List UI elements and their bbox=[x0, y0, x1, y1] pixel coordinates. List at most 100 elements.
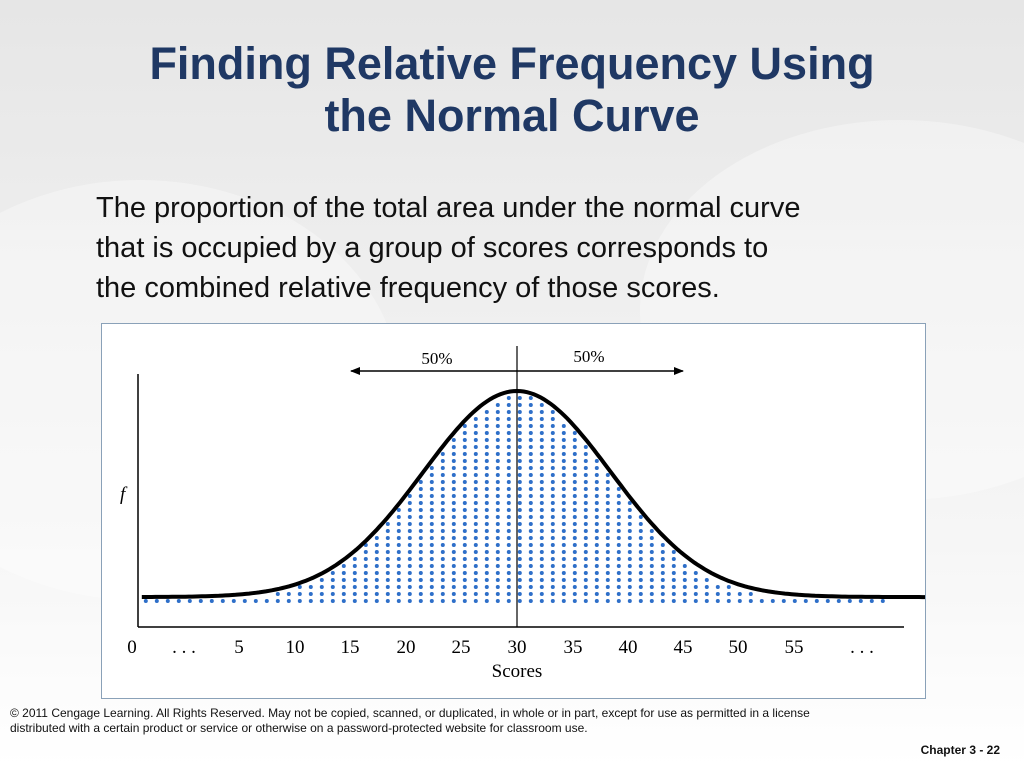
area-dot bbox=[484, 550, 489, 554]
area-dot bbox=[550, 466, 555, 470]
area-dot bbox=[539, 508, 544, 512]
area-dot bbox=[440, 487, 445, 491]
area-dot bbox=[429, 494, 434, 498]
area-dot bbox=[429, 592, 434, 596]
area-dot bbox=[506, 494, 511, 498]
area-dot bbox=[649, 564, 654, 568]
area-dot bbox=[583, 459, 588, 463]
area-dot bbox=[517, 452, 522, 456]
area-dot bbox=[484, 529, 489, 533]
area-dot bbox=[440, 515, 445, 519]
area-dot bbox=[451, 564, 456, 568]
area-dot bbox=[682, 571, 687, 575]
area-dot bbox=[605, 592, 610, 596]
area-dot bbox=[517, 480, 522, 484]
area-dot bbox=[715, 585, 720, 589]
area-dot bbox=[440, 459, 445, 463]
area-dot bbox=[462, 473, 467, 477]
chapter-page-label: Chapter 3 - 22 bbox=[920, 743, 1000, 757]
area-dot bbox=[374, 536, 379, 540]
area-dot bbox=[429, 536, 434, 540]
area-dot bbox=[572, 438, 577, 442]
area-dot bbox=[506, 522, 511, 526]
area-dot bbox=[495, 466, 500, 470]
area-dot bbox=[352, 599, 357, 603]
area-dot bbox=[484, 466, 489, 470]
area-dot bbox=[396, 599, 401, 603]
area-dot bbox=[440, 508, 445, 512]
area-dot bbox=[451, 501, 456, 505]
area-dot bbox=[550, 564, 555, 568]
area-dot bbox=[671, 564, 676, 568]
area-dot bbox=[660, 585, 665, 589]
area-dot bbox=[715, 592, 720, 596]
area-dot bbox=[682, 599, 687, 603]
area-dot bbox=[638, 599, 643, 603]
area-dot bbox=[627, 515, 632, 519]
area-dot bbox=[682, 578, 687, 582]
area-dot bbox=[583, 592, 588, 596]
area-dot bbox=[528, 508, 533, 512]
area-dot bbox=[429, 571, 434, 575]
area-dot bbox=[539, 557, 544, 561]
copyright-line-2: distributed with a certain product or se… bbox=[10, 721, 588, 735]
area-dot bbox=[671, 550, 676, 554]
area-dot bbox=[539, 578, 544, 582]
area-dot bbox=[462, 578, 467, 582]
area-dot bbox=[506, 417, 511, 421]
area-dot bbox=[440, 501, 445, 505]
area-dot bbox=[429, 480, 434, 484]
area-dot bbox=[550, 536, 555, 540]
area-dot bbox=[517, 410, 522, 414]
area-dot bbox=[605, 557, 610, 561]
area-dot bbox=[506, 571, 511, 575]
area-dot bbox=[583, 536, 588, 540]
area-dot bbox=[506, 480, 511, 484]
area-dot bbox=[616, 487, 621, 491]
area-dot bbox=[418, 543, 423, 547]
area-dot bbox=[473, 431, 478, 435]
area-dot bbox=[407, 550, 412, 554]
area-dot bbox=[660, 599, 665, 603]
area-dot bbox=[451, 473, 456, 477]
area-dot bbox=[484, 501, 489, 505]
area-dot bbox=[385, 536, 390, 540]
area-dot bbox=[418, 515, 423, 519]
area-dot bbox=[429, 557, 434, 561]
area-dot bbox=[231, 599, 236, 603]
area-dot bbox=[297, 585, 302, 589]
area-dot bbox=[550, 592, 555, 596]
area-dot bbox=[594, 592, 599, 596]
area-dot bbox=[352, 592, 357, 596]
area-dot bbox=[209, 599, 214, 603]
area-dot bbox=[539, 473, 544, 477]
area-dot bbox=[605, 564, 610, 568]
area-dot bbox=[583, 445, 588, 449]
area-dot bbox=[605, 571, 610, 575]
area-dot bbox=[495, 529, 500, 533]
area-dot bbox=[363, 592, 368, 596]
area-dot bbox=[484, 543, 489, 547]
area-dot bbox=[473, 459, 478, 463]
area-dot bbox=[242, 599, 247, 603]
area-dot bbox=[583, 515, 588, 519]
area-dot bbox=[616, 571, 621, 575]
area-dot bbox=[869, 599, 874, 603]
area-dot bbox=[528, 578, 533, 582]
area-dot bbox=[363, 599, 368, 603]
area-dot bbox=[583, 466, 588, 470]
area-dot bbox=[627, 550, 632, 554]
area-dot bbox=[484, 494, 489, 498]
area-dot bbox=[506, 438, 511, 442]
area-dot bbox=[616, 599, 621, 603]
area-dot bbox=[385, 557, 390, 561]
area-dot bbox=[550, 501, 555, 505]
area-dot bbox=[473, 550, 478, 554]
area-dot bbox=[583, 522, 588, 526]
area-dot bbox=[528, 431, 533, 435]
area-dot bbox=[561, 480, 566, 484]
area-dot bbox=[462, 480, 467, 484]
area-dot bbox=[462, 543, 467, 547]
area-dot bbox=[528, 480, 533, 484]
x-tick-label: 15 bbox=[341, 637, 360, 658]
